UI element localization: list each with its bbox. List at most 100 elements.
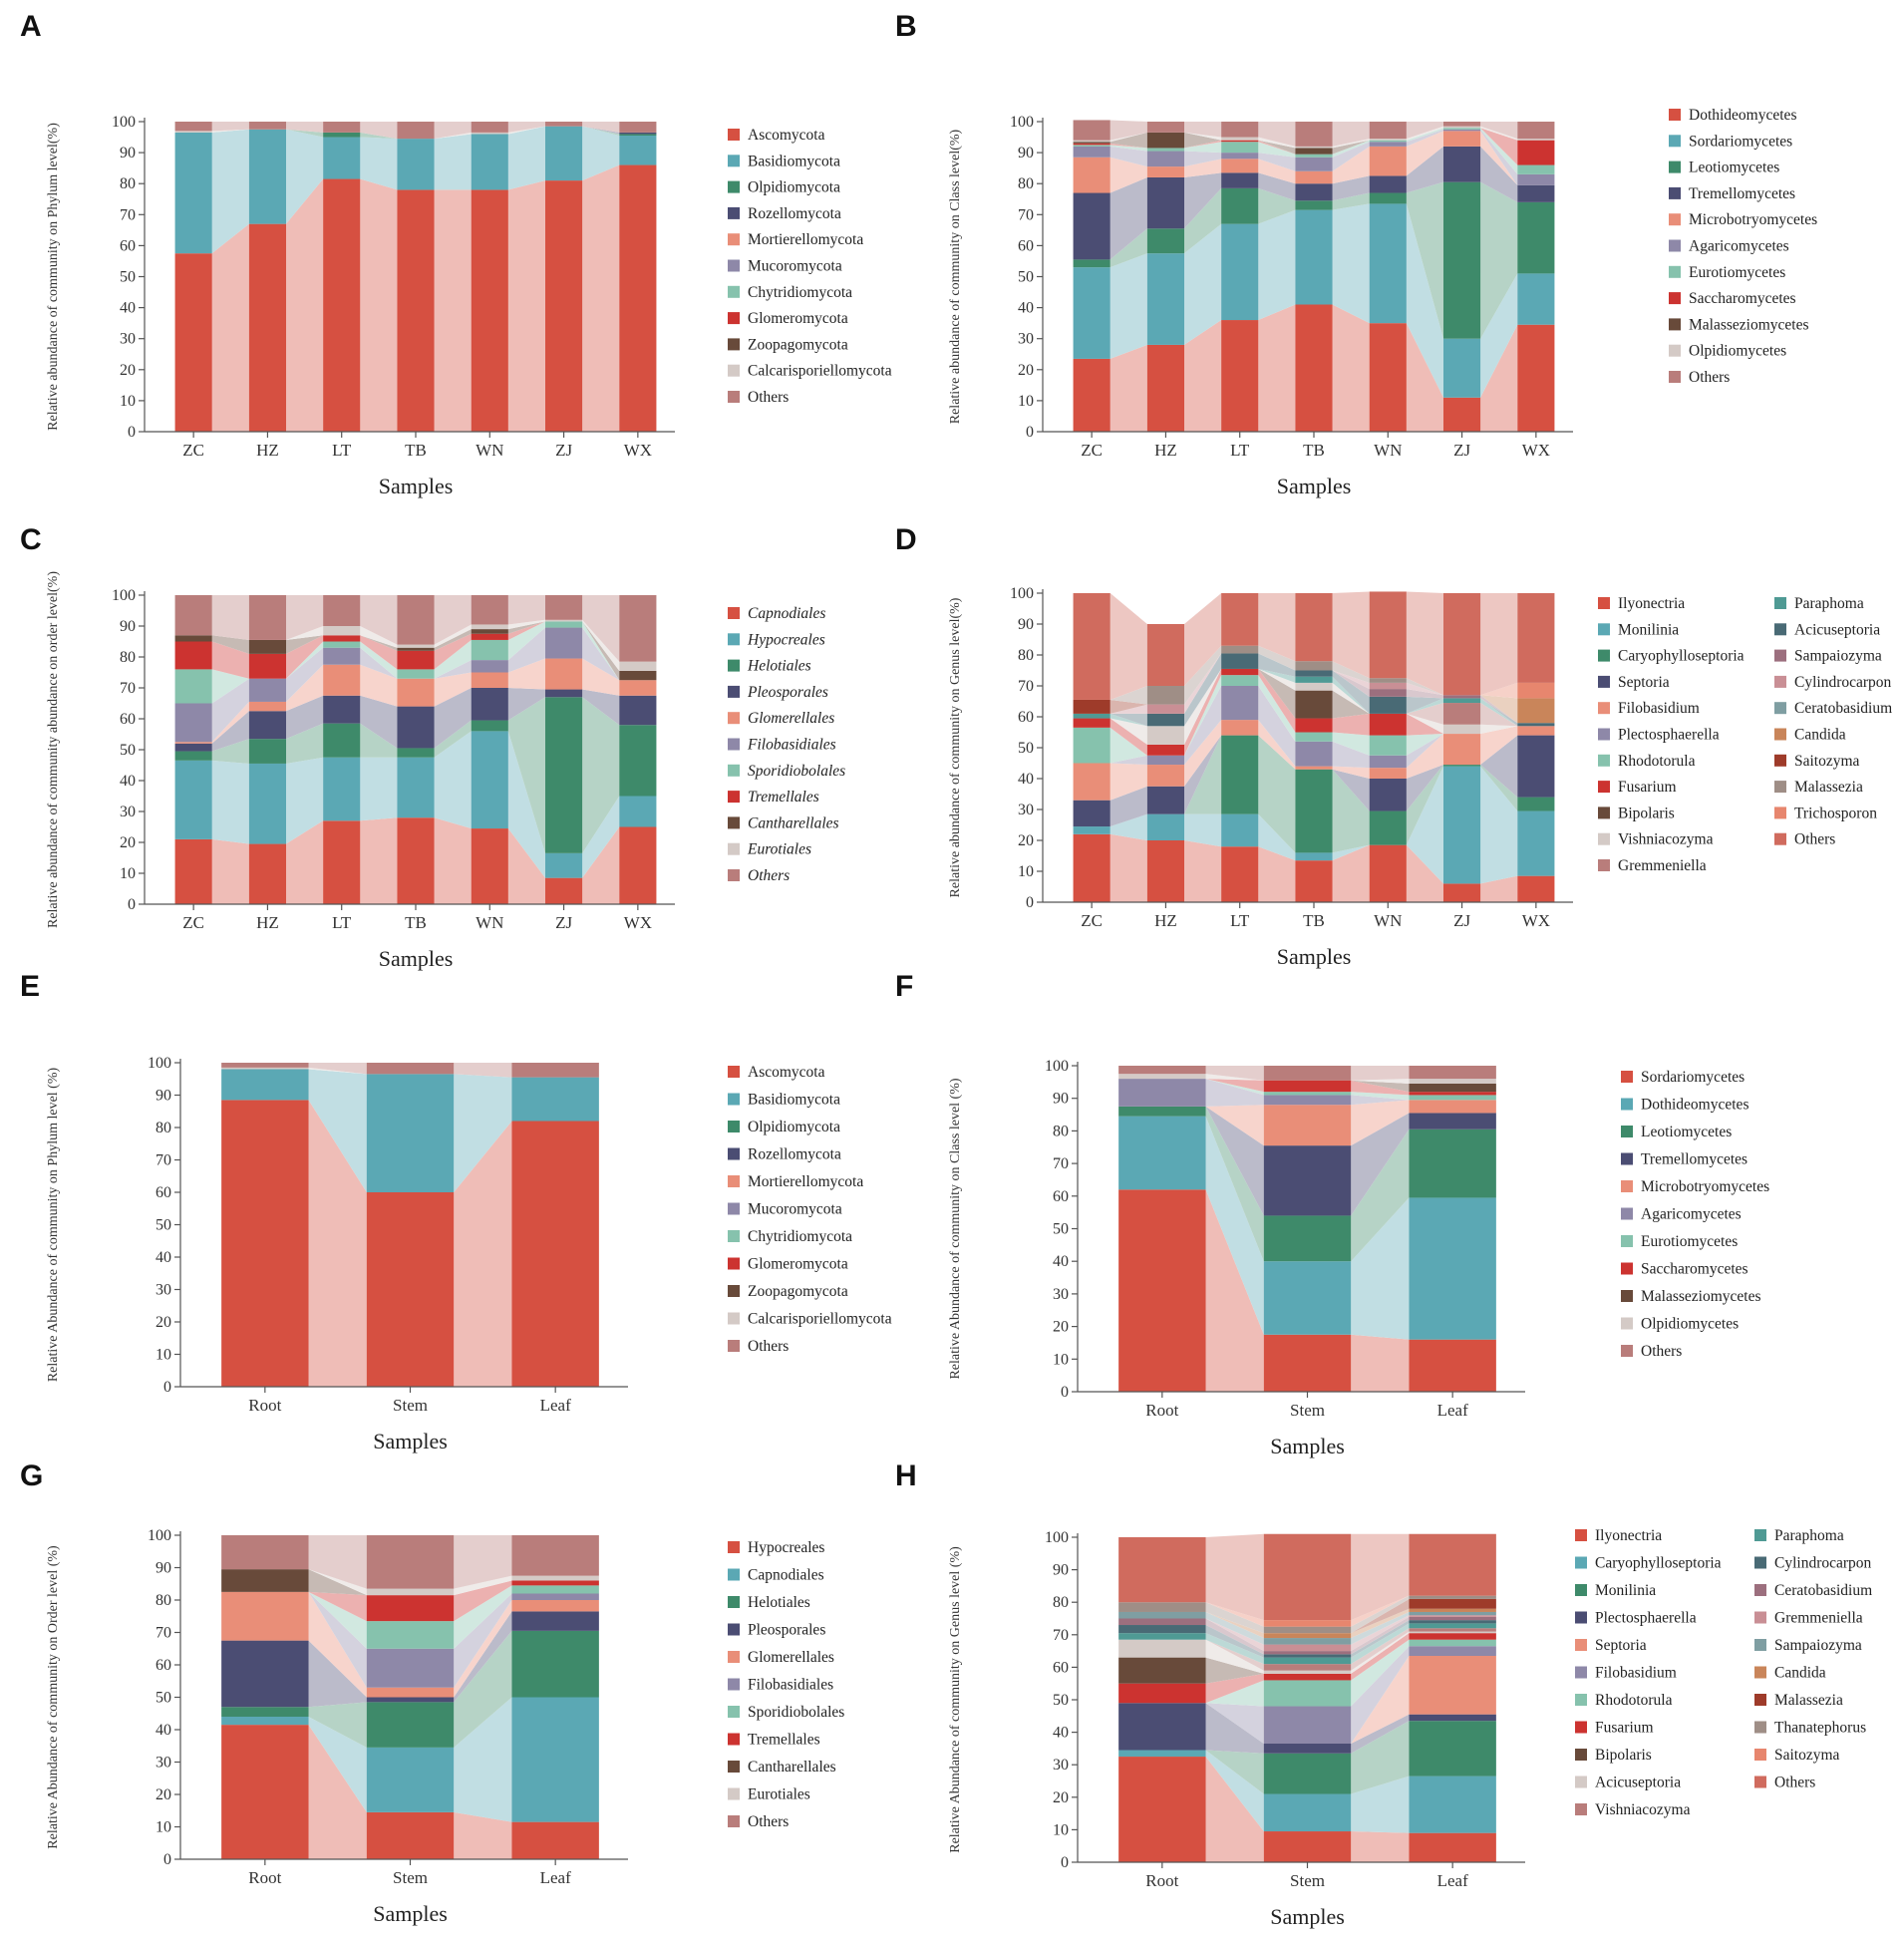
bar-segment-root-cylindrocarpon (1118, 1625, 1206, 1634)
bar-segment-stem-ilyonectria (1263, 1831, 1352, 1862)
bar-segment-leaf-malassezia (1409, 1598, 1496, 1609)
legend-swatch (1575, 1749, 1587, 1761)
bar-segment-lt-pleosporales (323, 695, 361, 724)
x-tick-label: Root (248, 1868, 281, 1887)
band-malassezia (1406, 678, 1443, 696)
band-fusarium (1406, 713, 1443, 736)
x-tick-label: TB (405, 441, 427, 460)
legend-label: Acicuseptoria (1794, 621, 1880, 638)
bar-segment-leaf-acicuseptoria (1409, 1631, 1496, 1634)
band-ceratobasidium (1205, 1618, 1264, 1655)
legend-swatch (1754, 1694, 1766, 1706)
y-tick-label: 80 (1018, 175, 1034, 192)
bar-segment-zc-capnodiales (174, 838, 212, 904)
bar-segment-tb-caryophylloseptoria (1295, 769, 1333, 853)
legend-label: Olpidiomycota (748, 1119, 840, 1135)
bar-segment-tb-sordariomycetes (1295, 209, 1333, 305)
band-others (1110, 120, 1147, 141)
panel-letter: D (895, 523, 917, 556)
x-tick-label: Root (248, 1396, 281, 1415)
bar-segment-leaf-vishniacozyma (1409, 1628, 1496, 1632)
y-tick-label: 0 (1026, 424, 1034, 441)
band-hypocreales (308, 1725, 367, 1859)
y-tick-label: 60 (1018, 237, 1034, 254)
band-septoria (1184, 735, 1222, 814)
legend-label: Tremellomycetes (1641, 1151, 1747, 1168)
bar-segment-stem-thanatephorus (1263, 1626, 1352, 1634)
legend-label: Saitozyma (1774, 1747, 1840, 1764)
x-tick-label: WN (1374, 911, 1402, 930)
band-caryophylloseptoria (1205, 1750, 1264, 1832)
band-tremellomycetes (1406, 146, 1443, 193)
legend-swatch (1669, 186, 1681, 199)
band-capnodiales (434, 817, 472, 904)
legend-label: Others (748, 867, 790, 884)
legend-swatch (1575, 1556, 1587, 1569)
band-thanatephorus (1205, 1602, 1264, 1634)
y-axis-title: Relative Abundance of community on Order… (46, 1545, 61, 1849)
bar-segment-lt-acicuseptoria (1221, 653, 1259, 669)
bar-segment-wx-cantharellales (619, 670, 657, 681)
legend-swatch (1621, 1098, 1633, 1111)
bar-segment-root-olpidiomycetes (1118, 1074, 1206, 1080)
band-ilyonectria (1332, 844, 1370, 902)
band-eurotiomycetes (1258, 142, 1296, 158)
y-tick-label: 10 (1053, 1821, 1069, 1838)
band-basidiomycota (507, 126, 545, 190)
bar-segment-leaf-others (1409, 1533, 1496, 1596)
band-gremmeniella (1205, 1618, 1264, 1652)
bar-segment-wn-filobasidiales (471, 660, 508, 673)
band-others (1184, 122, 1222, 138)
bar-segment-tb-dothideomycetes (1295, 304, 1333, 432)
bar-segment-tb-plectosphaerella (1295, 741, 1333, 767)
y-tick-label: 90 (1053, 1562, 1069, 1579)
bar-segment-zj-filobasidium (1443, 734, 1481, 766)
bar-segment-lt-monilinia (1221, 813, 1259, 847)
bar-segment-hz-glomerellales (248, 701, 286, 712)
bar-segment-stem-paraphoma (1263, 1657, 1352, 1665)
band-acicuseptoria (1110, 713, 1147, 727)
legend-swatch (1774, 832, 1786, 845)
band-leotiomycetes (1258, 187, 1296, 224)
bar-segment-leaf-others (511, 1063, 599, 1078)
legend-label: Ceratobasidium (1794, 700, 1892, 717)
bar-segment-wx-olpidiomycota (619, 134, 657, 136)
bar-segment-wn-sampaiozyma (1369, 689, 1407, 697)
band-others (507, 595, 545, 625)
band-tremellales (454, 1580, 512, 1622)
panel-letter: E (20, 970, 40, 1003)
legend-label: Zoopagomycota (748, 336, 848, 353)
band-olpidiomycetes (1184, 132, 1222, 141)
bar-segment-zj-basidiomycota (545, 126, 583, 181)
band-saccharomycetes (1110, 143, 1147, 149)
bar-segment-wx-eurotiomycetes (1517, 164, 1555, 174)
band-septoria (1110, 786, 1147, 827)
panel-letter: F (895, 970, 913, 1003)
bar-segment-zj-pleosporales (545, 689, 583, 698)
legend-swatch (1598, 807, 1610, 819)
panel-g: G 0 10 20 30 40 50 60 70 80 90 100 Root Stem Leaf Sampl… (20, 1459, 844, 1926)
band-others (1406, 591, 1443, 696)
bar-segment-stem-helotiales (366, 1702, 455, 1748)
band-eurotiomycetes (1332, 140, 1370, 158)
legend-swatch (728, 1093, 740, 1106)
band-plectosphaerella (1110, 755, 1147, 766)
band-glomerellales (582, 658, 620, 696)
bar-segment-zc-ilyonectria (1073, 833, 1111, 902)
bar-segment-stem-others (366, 1535, 455, 1589)
y-tick-label: 80 (120, 649, 136, 666)
panel-letter: C (20, 523, 42, 556)
bar-segment-zj-others (1443, 593, 1481, 696)
bar-segment-wn-acicuseptoria (1369, 696, 1407, 714)
y-tick-label: 90 (156, 1560, 171, 1577)
legend-label: Ascomycota (748, 1064, 825, 1081)
x-tick-label: ZJ (555, 441, 572, 460)
band-olpidiomycetes (1332, 139, 1370, 149)
band-plectosphaerella (1258, 686, 1296, 767)
bar-segment-hz-malassezia (1146, 686, 1184, 705)
band-leotiomycetes (1184, 187, 1222, 254)
bar-segment-root-hypocreales (221, 1725, 309, 1859)
y-axis-title: Relative Abundance of community on Class… (948, 1078, 963, 1379)
legend-label: Eurotiomycetes (1689, 264, 1785, 281)
y-tick-label: 100 (148, 1527, 171, 1544)
